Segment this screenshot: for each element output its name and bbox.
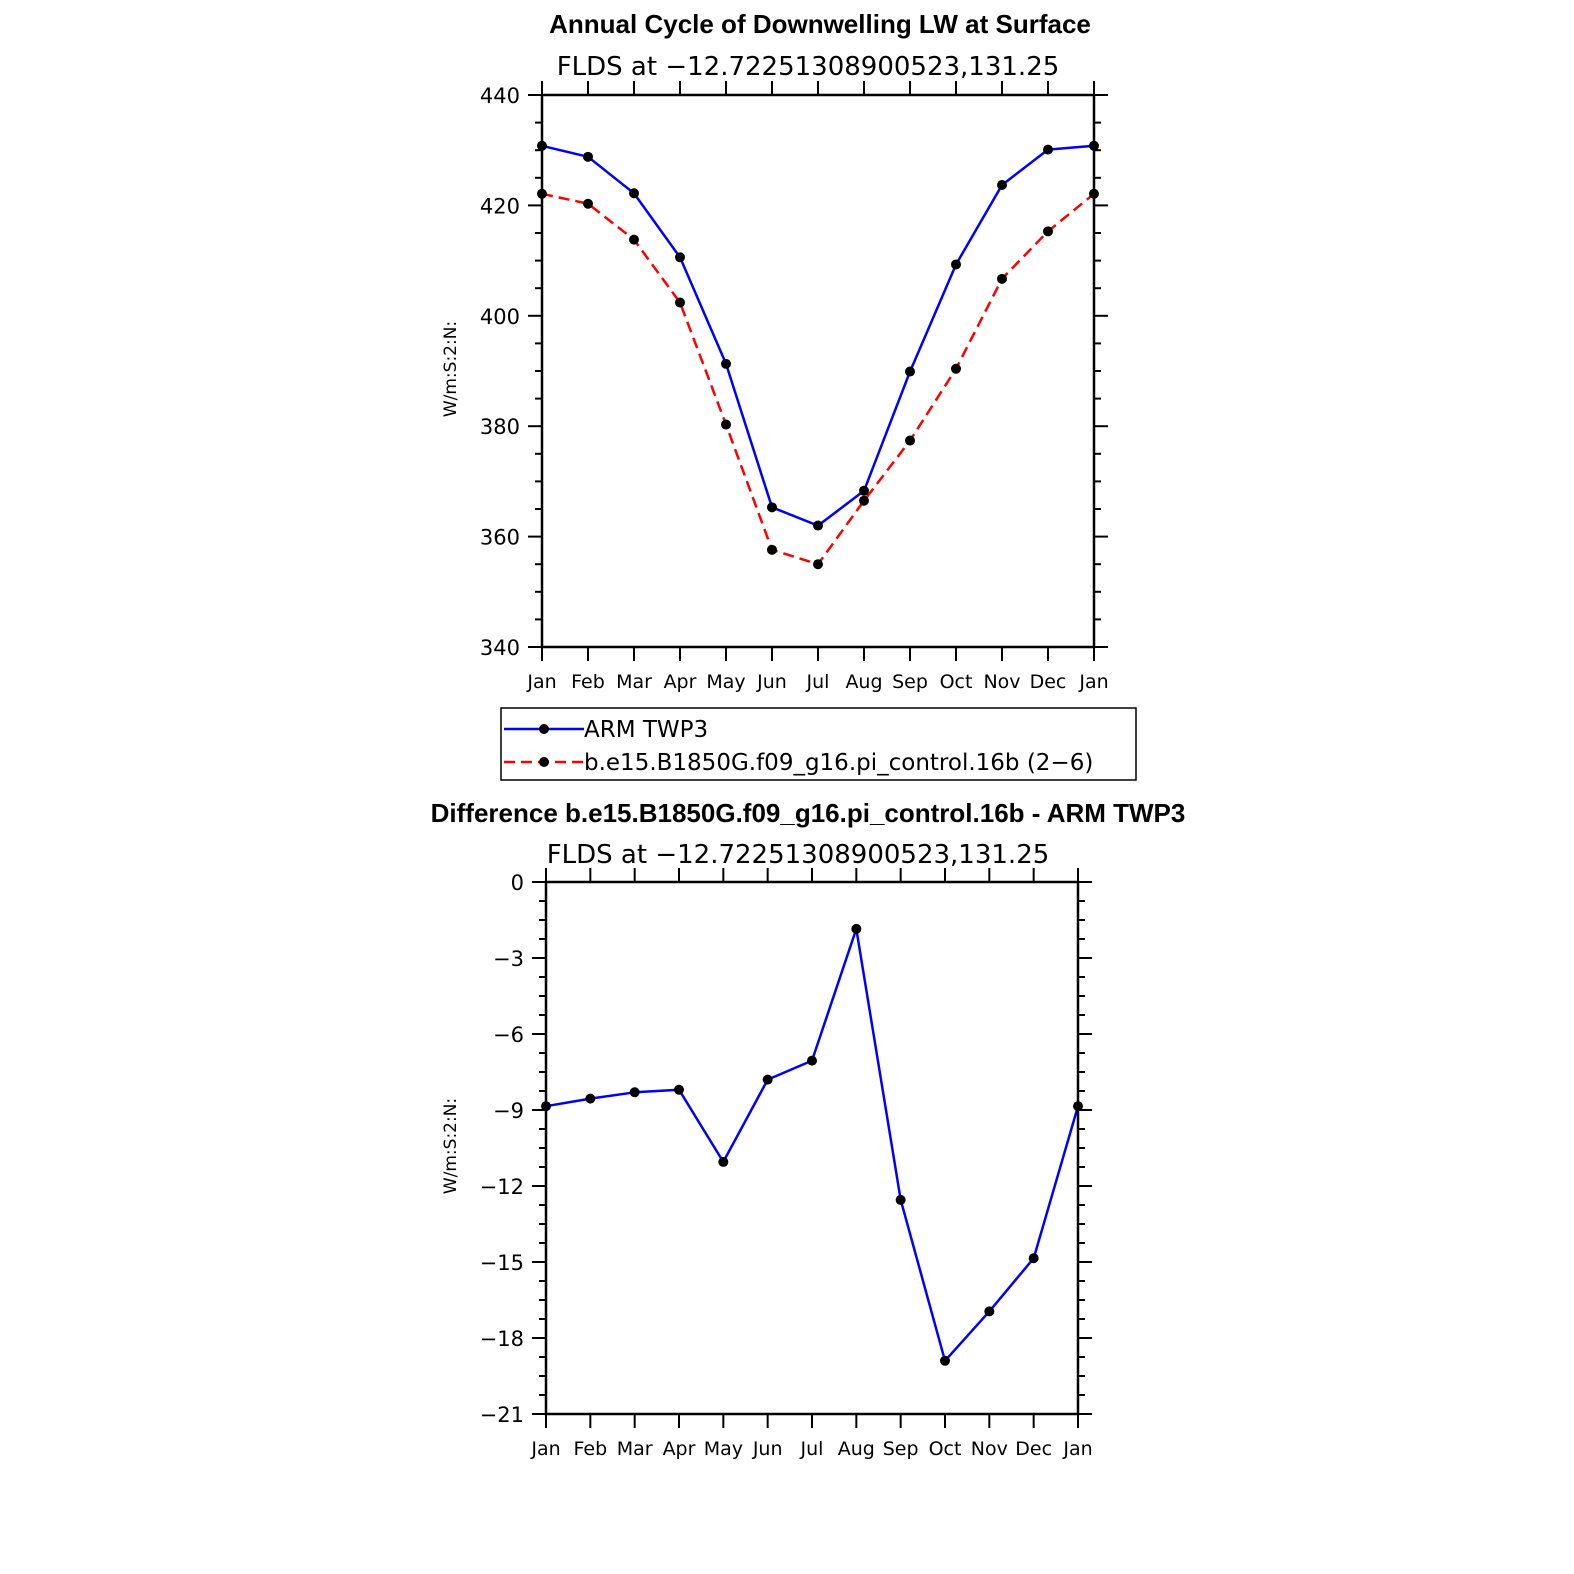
top-chart-series-1-point bbox=[629, 234, 639, 245]
top-chart-series-1-point bbox=[721, 419, 731, 430]
top-chart-subtitle: FLDS at −12.72251308900523,131.25 bbox=[557, 52, 1060, 82]
bottom-chart-x-tick-label: Nov bbox=[971, 1438, 1008, 1460]
bottom-chart-y-axis-title: W/m:S:2:N: bbox=[441, 1098, 461, 1194]
legend-marker-model bbox=[539, 757, 549, 767]
bottom-chart-y-tick-label: −15 bbox=[480, 1251, 524, 1275]
top-chart-ticks: 340 360 380 400 420 440 Jan Feb Mar Apr May Jun Jul A… bbox=[480, 81, 1109, 693]
top-chart-series-1-point bbox=[859, 495, 869, 506]
top-chart-plot-frame bbox=[540, 93, 1096, 649]
top-chart-x-tick-label: Oct bbox=[940, 671, 973, 693]
top-chart-x-tick-label: Apr bbox=[664, 671, 697, 693]
legend-frame bbox=[500, 707, 1137, 781]
bottom-chart-x-tick-label: Jan bbox=[1062, 1438, 1092, 1460]
top-chart-y-axis-title: W/m:S:2:N: bbox=[441, 321, 461, 417]
top-chart-x-tick-label: Feb bbox=[571, 671, 605, 693]
top-chart-series-1-point bbox=[997, 273, 1007, 284]
bottom-chart-x-tick-label: Sep bbox=[883, 1438, 919, 1460]
top-chart-y-tick-label: 340 bbox=[480, 636, 520, 660]
bottom-chart-plot-frame bbox=[544, 880, 1080, 1416]
bottom-chart-y-tick-label: −9 bbox=[493, 1099, 524, 1123]
bottom-chart-series bbox=[541, 923, 1083, 1366]
bottom-chart-x-tick-label: Feb bbox=[574, 1438, 608, 1460]
top-chart-y-tick-label: 360 bbox=[480, 526, 520, 550]
top-chart-x-tick-label: Jul bbox=[806, 671, 830, 693]
top-chart-series-1-point bbox=[767, 544, 777, 555]
bottom-chart-title: Difference b.e15.B1850G.f09_g16.pi_contr… bbox=[431, 798, 1186, 828]
bottom-chart-y-tick-label: −21 bbox=[480, 1403, 524, 1427]
bottom-chart-x-tick-label: Aug bbox=[838, 1438, 875, 1460]
bottom-chart-series-0-point bbox=[674, 1084, 684, 1095]
legend-label-arm-twp3: ARM TWP3 bbox=[584, 717, 708, 743]
bottom-chart-x-tick-label: Oct bbox=[929, 1438, 962, 1460]
bottom-chart-series-0-point bbox=[851, 923, 862, 934]
top-chart-y-tick-label: 440 bbox=[480, 84, 520, 108]
bottom-chart-series-0-point bbox=[718, 1156, 729, 1167]
bottom-chart-y-tick-label: −18 bbox=[480, 1327, 524, 1351]
bottom-chart-y-tick-label: −6 bbox=[493, 1023, 524, 1047]
bottom-chart-x-tick-label: Mar bbox=[617, 1438, 653, 1460]
top-chart-title: Annual Cycle of Downwelling LW at Surfac… bbox=[549, 9, 1091, 39]
top-chart-series bbox=[537, 140, 1099, 570]
bottom-chart-series-0-point bbox=[629, 1087, 640, 1098]
bottom-chart-ticks: 0 −3 −6 −9 −12 −15 −18 −21 Jan Feb Mar Apr May Jun Jul… bbox=[480, 868, 1093, 1460]
legend: ARM TWP3 b.e15.B1850G.f09_g16.pi_control… bbox=[500, 707, 1137, 781]
bottom-chart-series-0-point bbox=[762, 1074, 773, 1085]
top-chart-series-1-point bbox=[583, 198, 593, 209]
top-chart-y-tick-label: 400 bbox=[480, 305, 520, 329]
bottom-chart-series-0-point bbox=[807, 1055, 817, 1066]
bottom-chart-x-tick-label: Jan bbox=[530, 1438, 560, 1460]
top-chart-series-0-point bbox=[951, 259, 961, 270]
top-chart-series-0-point bbox=[905, 366, 915, 377]
bottom-chart-x-tick-label: Jun bbox=[752, 1438, 783, 1460]
bottom-chart-series-0-point bbox=[895, 1194, 906, 1205]
bottom-chart-y-tick-label: −3 bbox=[493, 947, 524, 971]
top-chart-series-1-point bbox=[675, 297, 685, 308]
bottom-chart-y-tick-label: 0 bbox=[511, 871, 524, 895]
top-chart: Annual Cycle of Downwelling LW at Surfac… bbox=[441, 9, 1109, 693]
bottom-chart-series-0-point bbox=[940, 1355, 950, 1366]
bottom-chart-subtitle: FLDS at −12.72251308900523,131.25 bbox=[547, 840, 1050, 870]
top-chart-series-line-0 bbox=[541, 144, 1095, 527]
bottom-chart-x-tick-label: Apr bbox=[663, 1438, 696, 1460]
bottom-chart-series-0-point bbox=[984, 1306, 995, 1317]
legend-marker-arm-twp3 bbox=[539, 724, 549, 734]
bottom-chart-series-0-point bbox=[1028, 1253, 1039, 1264]
top-chart-y-tick-label: 380 bbox=[480, 415, 520, 439]
top-chart-series-0-point bbox=[675, 252, 685, 263]
top-chart-series-0-point bbox=[1043, 144, 1053, 155]
top-chart-series-0-point bbox=[813, 520, 823, 531]
bottom-chart-series-line-0 bbox=[545, 927, 1080, 1363]
top-chart-x-tick-label: Nov bbox=[983, 671, 1020, 693]
bottom-chart-x-tick-label: May bbox=[704, 1438, 743, 1460]
top-chart-x-tick-label: Mar bbox=[616, 671, 652, 693]
top-chart-series-0-point bbox=[629, 188, 639, 199]
top-chart-series-line-1 bbox=[541, 192, 1095, 566]
top-chart-x-tick-label: May bbox=[706, 671, 745, 693]
top-chart-x-tick-label: Aug bbox=[845, 671, 882, 693]
legend-label-model: b.e15.B1850G.f09_g16.pi_control.16b (2−6… bbox=[584, 750, 1093, 776]
top-chart-series-0-point bbox=[721, 358, 731, 369]
top-chart-y-tick-label: 420 bbox=[480, 194, 520, 218]
top-chart-series-0-point bbox=[997, 179, 1007, 190]
bottom-chart: Difference b.e15.B1850G.f09_g16.pi_contr… bbox=[431, 798, 1186, 1460]
top-chart-x-tick-label: Jun bbox=[756, 671, 787, 693]
top-chart-x-tick-label: Sep bbox=[892, 671, 928, 693]
top-chart-series-0-point bbox=[859, 485, 869, 496]
top-chart-series-1-point bbox=[951, 363, 961, 374]
bottom-chart-y-tick-label: −12 bbox=[480, 1175, 524, 1199]
bottom-chart-x-tick-label: Jul bbox=[800, 1438, 824, 1460]
top-chart-series-1-point bbox=[813, 559, 823, 570]
top-chart-x-tick-label: Dec bbox=[1030, 671, 1067, 693]
top-chart-series-1-point bbox=[905, 435, 915, 446]
top-chart-series-0-point bbox=[767, 502, 777, 513]
top-chart-series-0-point bbox=[583, 151, 593, 162]
bottom-chart-x-tick-label: Dec bbox=[1015, 1438, 1052, 1460]
bottom-chart-series-0-point bbox=[585, 1093, 596, 1104]
top-chart-x-tick-label: Jan bbox=[526, 671, 556, 693]
top-chart-x-tick-label: Jan bbox=[1078, 671, 1108, 693]
top-chart-series-1-point bbox=[1043, 226, 1053, 237]
